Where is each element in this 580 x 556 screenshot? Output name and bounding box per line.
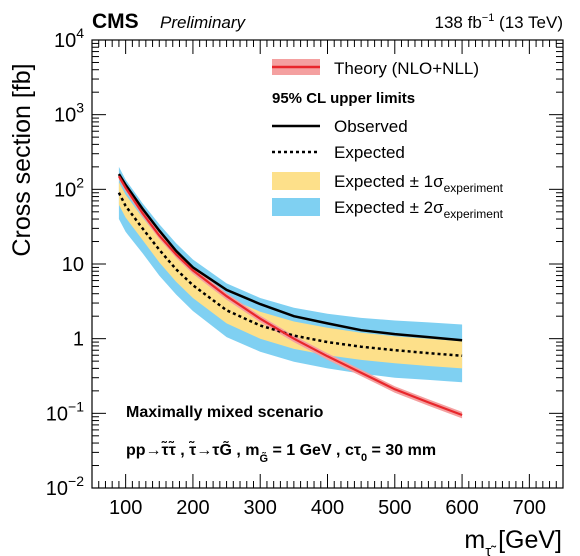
- band-2sigma: [118, 166, 463, 383]
- plot-area: 10−2 10−1 1 10 102 103 104 100 200 300 400 500 600 70…: [46, 25, 564, 519]
- x-tick-label: 500: [378, 497, 411, 519]
- legend-band2-swatch: [272, 198, 320, 216]
- band-1sigma: [118, 182, 463, 369]
- legend-heading: 95% CL upper limits: [272, 90, 415, 107]
- legend: Theory (NLO+NLL) 95% CL upper limits Obs…: [272, 59, 504, 221]
- x-axis-title: mτ̃ [GeV]: [464, 526, 562, 556]
- y-tick-label: 10−1: [46, 398, 84, 425]
- x-tick-label: 300: [244, 497, 277, 519]
- y-tick-label: 104: [54, 25, 84, 52]
- process-label: pp→τ̃τ̃ , τ̃→τG̃ , mG̃ = 1 GeV , cτ0 = 3…: [126, 439, 436, 465]
- x-tick-label: 200: [176, 497, 209, 519]
- lumi-label: 138 fb−1 (13 TeV): [435, 12, 563, 32]
- y-axis-title: Cross section [fb]: [8, 63, 36, 256]
- cms-label: CMS: [92, 10, 139, 33]
- legend-band1-label: Expected ± 1σexperiment: [334, 172, 504, 195]
- theory-line: [117, 175, 463, 417]
- legend-band1-swatch: [272, 172, 320, 190]
- legend-observed-label: Observed: [334, 117, 408, 136]
- legend-band2-label: Expected ± 2σexperiment: [334, 198, 504, 221]
- x-tick-label: 700: [513, 497, 546, 519]
- scenario-label: Maximally mixed scenario: [126, 404, 324, 421]
- y-tick-label: 103: [54, 100, 84, 127]
- observed-line: [117, 173, 463, 342]
- x-tick-label: 600: [445, 497, 478, 519]
- legend-theory-label: Theory (NLO+NLL): [334, 59, 479, 78]
- y-tick-label: 10−2: [46, 473, 84, 500]
- y-tick-label: 1: [73, 329, 84, 351]
- x-tick-label: 100: [109, 497, 142, 519]
- y-tick-label: 10: [62, 254, 84, 276]
- y-tick-label: 102: [54, 174, 84, 201]
- x-tick-label: 400: [311, 497, 344, 519]
- legend-expected-label: Expected: [334, 143, 405, 162]
- preliminary-label: Preliminary: [160, 13, 247, 32]
